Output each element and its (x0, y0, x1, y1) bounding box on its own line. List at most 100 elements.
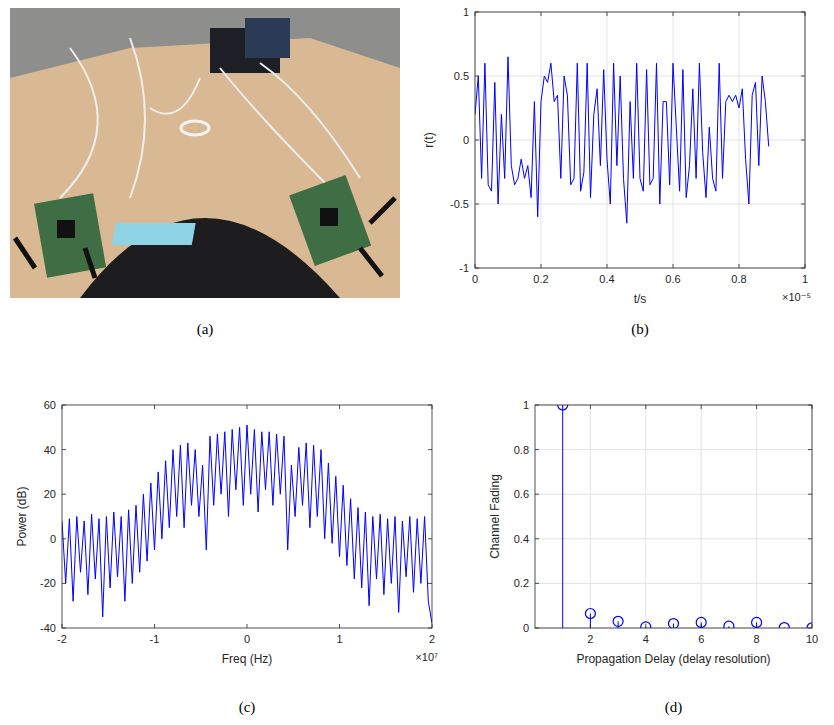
stem-marker (724, 621, 734, 628)
y-tick-label: 0 (523, 622, 529, 634)
blue-object (112, 223, 196, 245)
plot-background (62, 405, 432, 628)
antenna (15, 238, 35, 268)
x-axis-title: t/s (634, 292, 647, 306)
tick (62, 405, 63, 409)
tick (673, 12, 674, 16)
stem-marker (696, 617, 706, 627)
marks (558, 405, 812, 628)
y-tick-label: -40 (40, 622, 56, 634)
tick (428, 628, 432, 629)
data-line (475, 57, 769, 223)
stem (673, 624, 674, 628)
x-tick-label: -2 (57, 633, 67, 645)
stem-marker (779, 623, 789, 628)
antenna (360, 248, 382, 276)
x-tick-label: 0.8 (731, 273, 746, 285)
tick (535, 538, 539, 539)
tick (801, 140, 805, 141)
x-axis-title: Freq (Hz) (222, 652, 273, 666)
stem (618, 621, 619, 628)
tick (535, 628, 539, 629)
tick (428, 583, 432, 584)
tick (739, 264, 740, 268)
tick (801, 204, 805, 205)
tick (339, 405, 340, 409)
board-right (289, 175, 371, 266)
x-axis-title: Propagation Delay (delay resolution) (576, 652, 770, 666)
tick (432, 405, 433, 409)
tick (535, 583, 539, 584)
photo (10, 8, 400, 298)
x-tick-label: 4 (643, 633, 649, 645)
cable (220, 68, 330, 188)
tick (62, 494, 66, 495)
tick (535, 449, 539, 450)
y-tick-label: 0 (463, 134, 469, 146)
y-tick-label: -1 (459, 262, 469, 274)
tick (808, 538, 812, 539)
y-tick-label: 0.5 (454, 70, 469, 82)
x-tick-label: 2 (587, 633, 593, 645)
board-left (34, 193, 106, 277)
tick (247, 624, 248, 628)
x-tick-label: -1 (150, 633, 160, 645)
grid-line (535, 538, 812, 539)
tick (812, 405, 813, 409)
tick (808, 405, 812, 406)
tick (475, 76, 479, 77)
tick (432, 624, 433, 628)
y-tick-label: 0.2 (514, 577, 529, 589)
tick (805, 264, 806, 268)
tick (801, 268, 805, 269)
y-tick-label: 60 (44, 399, 56, 411)
chart-panel: 00.20.40.60.81-1-0.500.51r(t)t/s×10⁻⁵(b) (422, 6, 811, 338)
tick (62, 583, 66, 584)
cable-coil (181, 121, 209, 135)
tick (339, 624, 340, 628)
stem-marker (669, 619, 679, 628)
y-tick-label: 0 (50, 533, 56, 545)
tick (607, 264, 608, 268)
cable (260, 63, 360, 178)
antenna (370, 198, 395, 223)
x-tick-label: 0.6 (665, 273, 680, 285)
tick (475, 12, 476, 16)
tick (812, 624, 813, 628)
tick (62, 449, 66, 450)
x-tick-label: 0.4 (599, 273, 614, 285)
grid-line (701, 405, 702, 628)
x-tick-label: 0.2 (533, 273, 548, 285)
chip-right (320, 208, 338, 226)
plot-background (535, 405, 812, 628)
tick (475, 140, 479, 141)
stem-marker (752, 617, 762, 627)
x-tick-label: 0 (472, 273, 478, 285)
grid-line (535, 494, 812, 495)
tick (428, 494, 432, 495)
y-tick-label: 20 (44, 488, 56, 500)
y-tick-label: -0.5 (450, 198, 469, 210)
panel-caption: (a) (197, 321, 214, 338)
tick (62, 538, 66, 539)
panel-caption: (d) (665, 699, 683, 716)
tick (428, 405, 432, 406)
desk (10, 38, 400, 298)
x-tick-label: 2 (429, 633, 435, 645)
y-tick-label: 1 (463, 6, 469, 18)
x-tick-label: 1 (802, 273, 808, 285)
grid-line (475, 140, 805, 141)
marks (475, 57, 769, 223)
grid-line (475, 76, 805, 77)
tick (475, 268, 479, 269)
tick (62, 405, 66, 406)
tick (701, 624, 702, 628)
stem (590, 614, 591, 628)
grid-line (535, 583, 812, 584)
tick (590, 405, 591, 409)
photo-background (10, 8, 400, 298)
stem-marker (641, 622, 651, 628)
panel-caption: (c) (239, 699, 256, 716)
tick (535, 494, 539, 495)
tick (62, 624, 63, 628)
